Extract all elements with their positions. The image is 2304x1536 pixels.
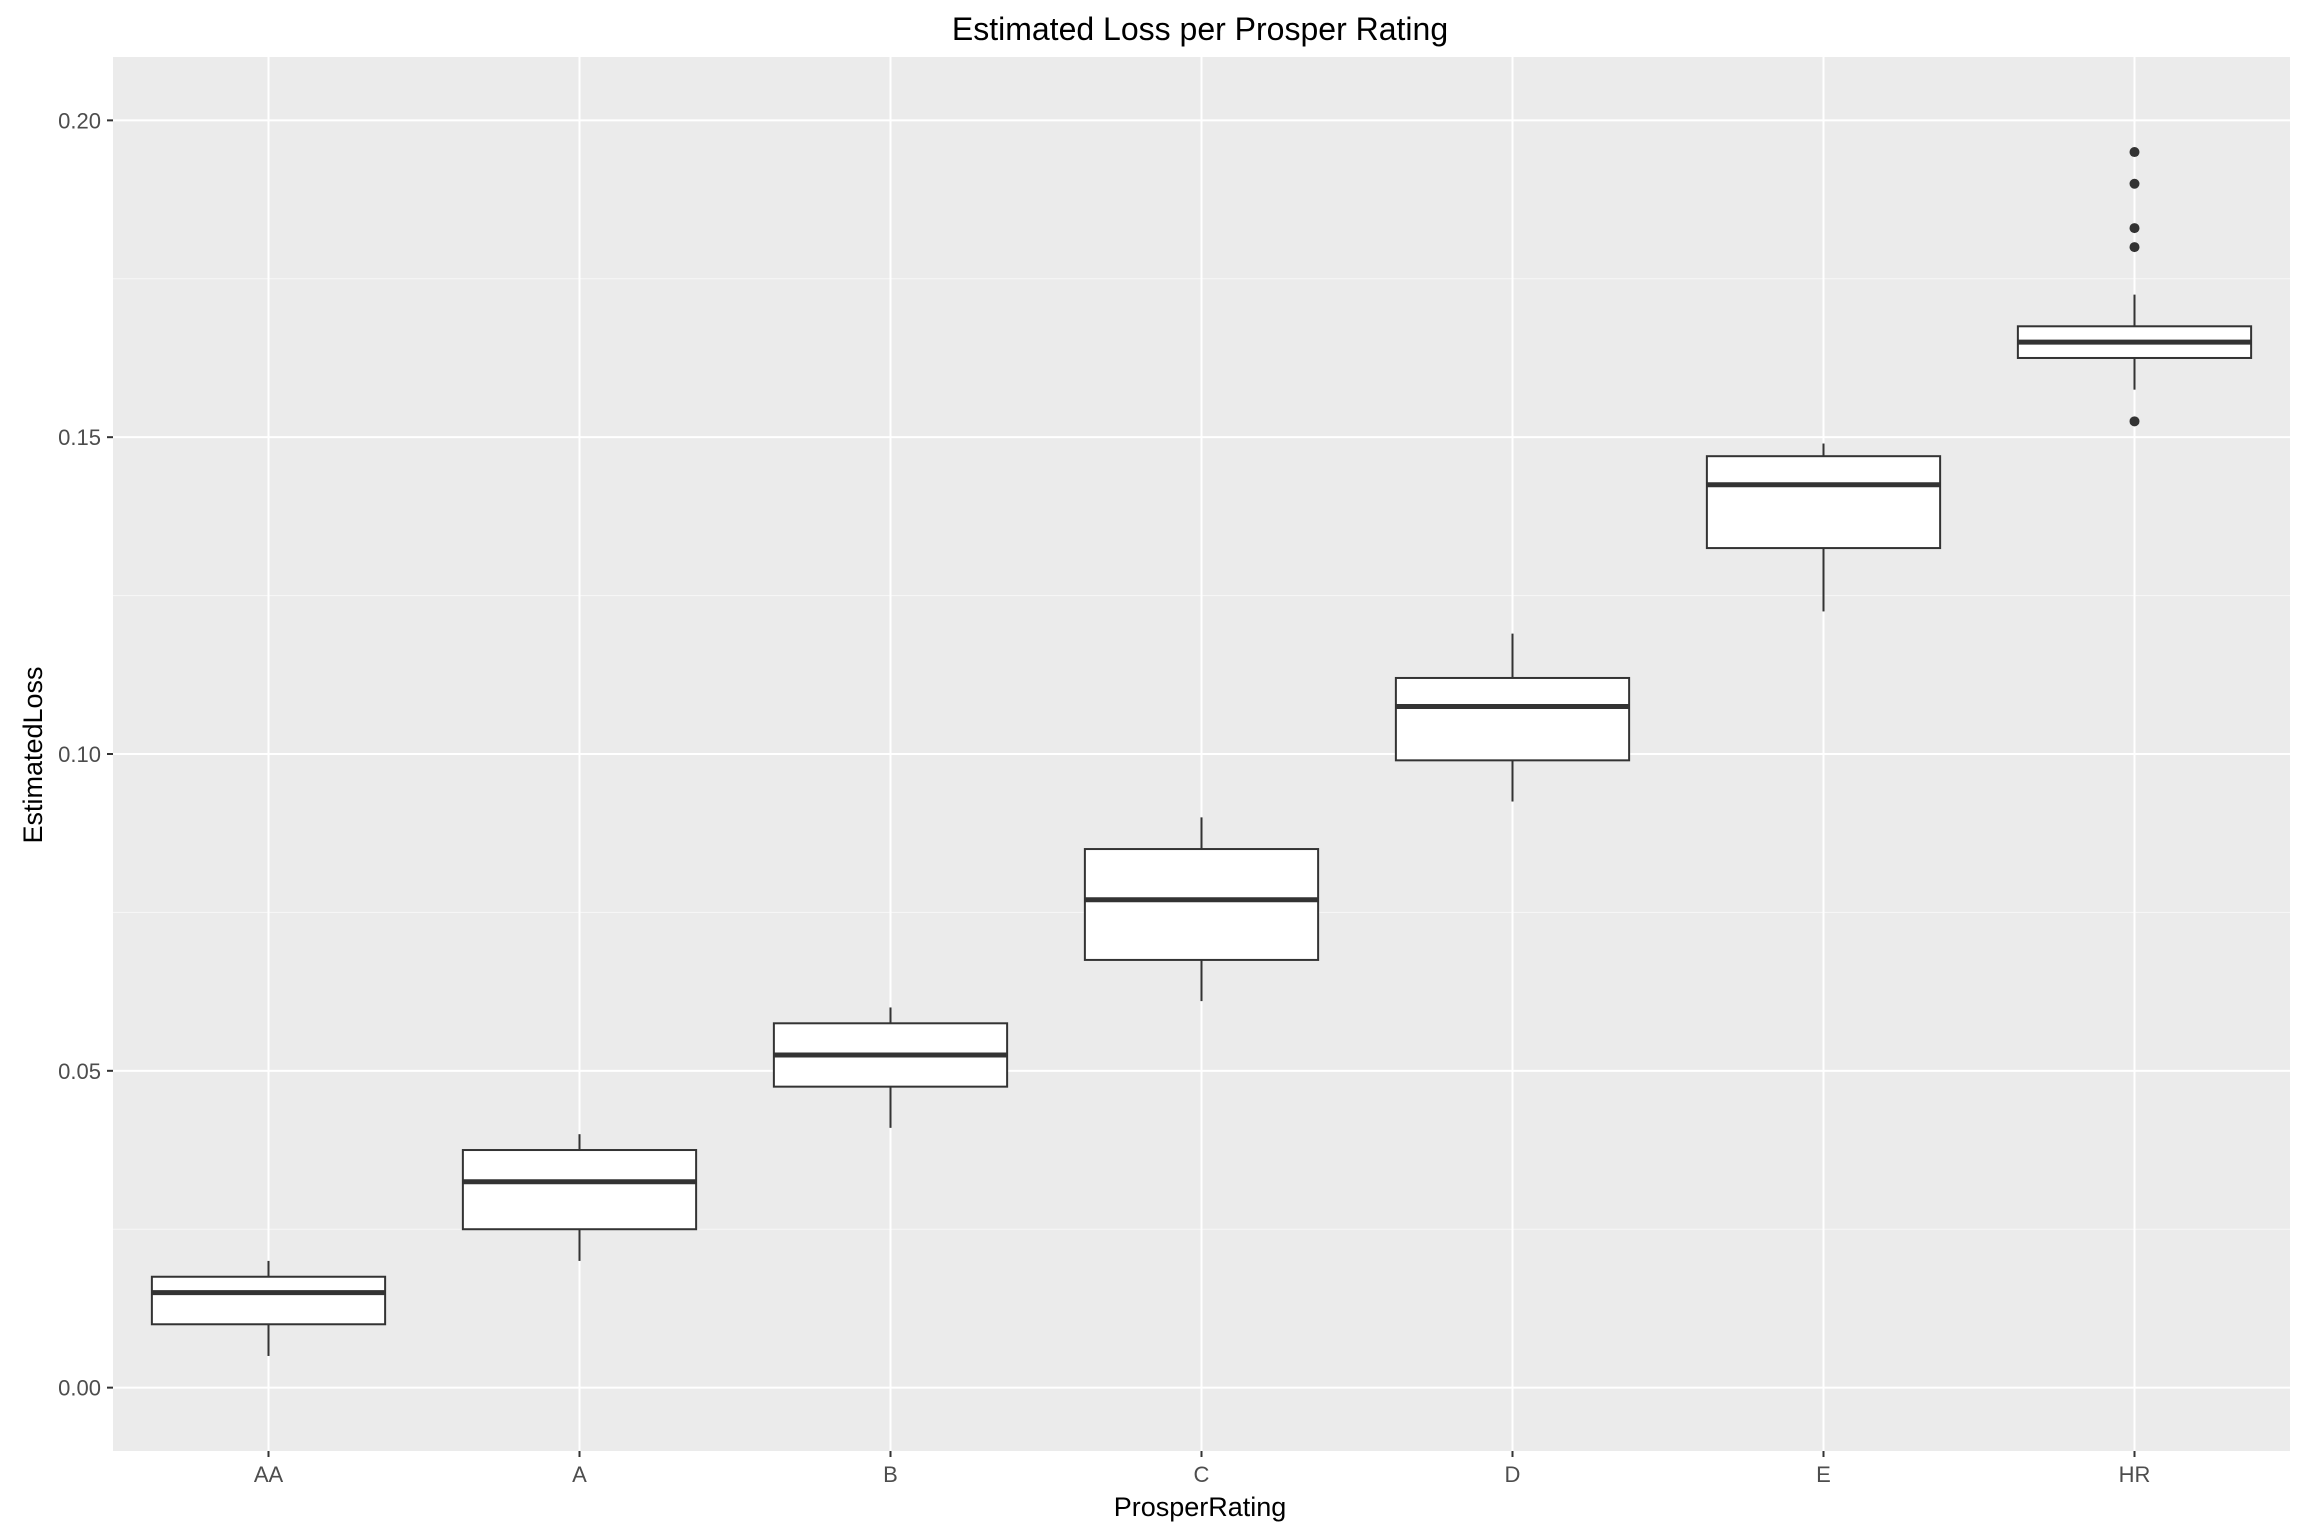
y-tick-label: 0.10 — [58, 742, 101, 767]
outlier-point — [2129, 223, 2140, 234]
x-tick-label: E — [1816, 1462, 1831, 1487]
box-d — [1394, 633, 1631, 802]
x-tick-label: D — [1505, 1462, 1521, 1487]
x-axis-title: ProsperRating — [1114, 1492, 1287, 1522]
outlier-point — [2129, 147, 2140, 158]
y-tick-label: 0.00 — [58, 1376, 101, 1401]
box-iqr — [1083, 848, 1320, 961]
box-b — [772, 1007, 1009, 1128]
outlier-point — [2129, 242, 2140, 253]
x-tick-label: A — [572, 1462, 587, 1487]
x-tick-label: AA — [254, 1462, 284, 1487]
box-e — [1705, 443, 1942, 612]
y-tick-label: 0.15 — [58, 425, 101, 450]
x-tick-label: HR — [2119, 1462, 2151, 1487]
y-tick-label: 0.05 — [58, 1059, 101, 1084]
x-tick-label: C — [1194, 1462, 1210, 1487]
chart-title: Estimated Loss per Prosper Rating — [952, 11, 1448, 47]
box-iqr — [1394, 676, 1631, 762]
box-a — [461, 1134, 698, 1261]
y-axis-title: EstimatedLoss — [18, 666, 48, 843]
box-iqr — [461, 1149, 698, 1231]
box-aa — [150, 1260, 387, 1356]
y-tick-label: 0.20 — [58, 108, 101, 133]
outlier-point — [2129, 178, 2140, 189]
box-series — [150, 147, 2253, 1356]
box-iqr — [1705, 455, 1942, 550]
y-axis-ticks: 0.00 0.05 0.10 0.15 0.20 — [58, 108, 113, 1401]
box-c — [1083, 817, 1320, 1002]
box-iqr — [150, 1275, 387, 1326]
x-axis-ticks: AA A B C D E HR — [254, 1451, 2151, 1487]
x-tick-label: B — [883, 1462, 898, 1487]
box-hr — [2016, 147, 2253, 427]
outlier-point — [2129, 416, 2140, 427]
